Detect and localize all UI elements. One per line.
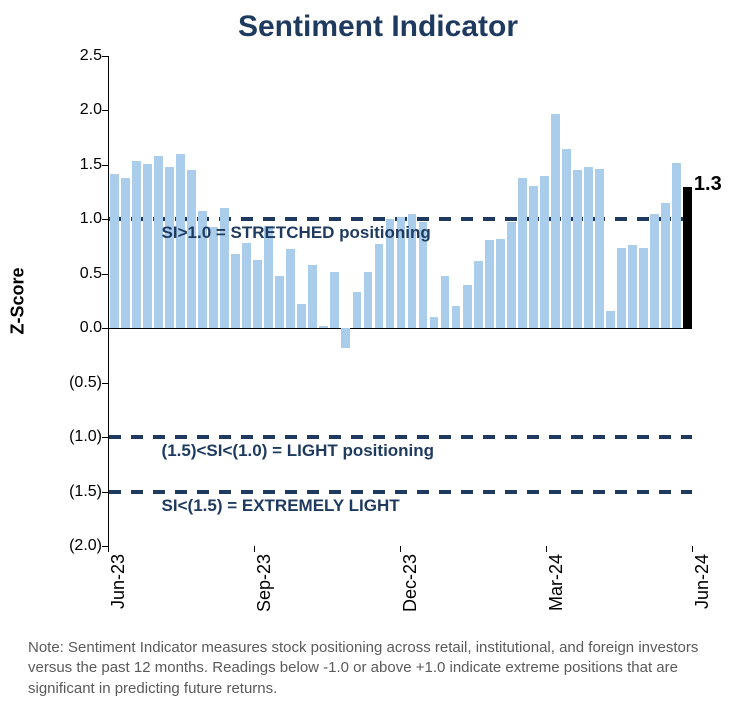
- plot-inner: 1.3SI>1.0 = STRETCHED positioning(1.5)<S…: [109, 56, 692, 546]
- bar: [452, 306, 461, 328]
- bar: [110, 174, 119, 329]
- x-tick-mark: [546, 546, 547, 552]
- annotation: SI<(1.5) = EXTREMELY LIGHT: [162, 496, 400, 516]
- bar: [330, 272, 339, 329]
- bar: [132, 161, 141, 329]
- bar: [319, 326, 328, 328]
- bar: [463, 285, 472, 329]
- bar: [529, 186, 538, 329]
- bar: [187, 170, 196, 328]
- bar: [551, 114, 560, 329]
- reference-line: [109, 435, 692, 439]
- bar: [661, 203, 670, 328]
- bar: [165, 167, 174, 328]
- bar: [496, 239, 505, 328]
- bar: [430, 317, 439, 328]
- bar: [584, 167, 593, 328]
- bar: [595, 169, 604, 328]
- bar: [308, 265, 317, 328]
- y-axis-label: Z-Score: [8, 267, 29, 334]
- x-tick: Jun-24: [692, 554, 713, 609]
- x-tick-mark: [254, 546, 255, 552]
- y-tick: (1.5): [69, 483, 102, 501]
- x-tick: Jun-23: [108, 554, 129, 609]
- y-tick: 1.5: [80, 156, 102, 174]
- bar: [573, 170, 582, 328]
- bar: [375, 244, 384, 328]
- chart-container: Sentiment Indicator Z-Score 2.52.01.51.0…: [28, 10, 728, 546]
- annotation: SI>1.0 = STRETCHED positioning: [162, 223, 431, 243]
- chart-title: Sentiment Indicator: [28, 10, 728, 44]
- plot-area: Z-Score 2.52.01.51.00.50.0(0.5)(1.0)(1.5…: [28, 56, 728, 546]
- x-tick-mark: [692, 546, 693, 552]
- bar: [242, 243, 251, 328]
- bar: [617, 248, 626, 329]
- bar: [297, 304, 306, 328]
- bar: [639, 248, 648, 329]
- bar: [672, 163, 681, 329]
- bar: [562, 149, 571, 329]
- bar: [507, 222, 516, 329]
- bar: [441, 276, 450, 328]
- x-tick-mark: [400, 546, 401, 552]
- bar: [231, 254, 240, 328]
- bar: [143, 164, 152, 328]
- bar: [275, 276, 284, 328]
- y-axis: 2.52.01.51.00.50.0(0.5)(1.0)(1.5)(2.0): [62, 56, 108, 546]
- reference-line: [109, 490, 692, 494]
- last-bar: [683, 187, 692, 329]
- bar: [485, 240, 494, 328]
- y-tick: 1.0: [80, 210, 102, 228]
- bar: [650, 214, 659, 328]
- bar: [286, 249, 295, 328]
- y-tick: 2.5: [80, 47, 102, 65]
- annotation: (1.5)<SI<(1.0) = LIGHT positioning: [162, 441, 435, 461]
- y-tick: 0.5: [80, 265, 102, 283]
- bar: [341, 328, 350, 348]
- bar: [628, 245, 637, 328]
- bar: [474, 261, 483, 329]
- bar: [540, 176, 549, 328]
- y-tick: 0.0: [80, 319, 102, 337]
- callout-value: 1.3: [694, 173, 722, 196]
- plot: 1.3SI>1.0 = STRETCHED positioning(1.5)<S…: [108, 56, 692, 546]
- bar: [353, 292, 362, 328]
- x-tick: Dec-23: [400, 554, 421, 612]
- bar: [364, 272, 373, 329]
- y-tick: (2.0): [69, 537, 102, 555]
- bar: [518, 178, 527, 328]
- y-tick: (1.0): [69, 428, 102, 446]
- y-tick: (0.5): [69, 374, 102, 392]
- x-tick-mark: [108, 546, 109, 552]
- bar: [606, 311, 615, 328]
- bar: [253, 260, 262, 329]
- zero-line: [109, 328, 692, 329]
- footnote: Note: Sentiment Indicator measures stock…: [28, 638, 728, 699]
- x-tick: Mar-24: [546, 554, 567, 611]
- x-tick: Sep-23: [254, 554, 275, 612]
- bar: [121, 178, 130, 328]
- y-tick: 2.0: [80, 101, 102, 119]
